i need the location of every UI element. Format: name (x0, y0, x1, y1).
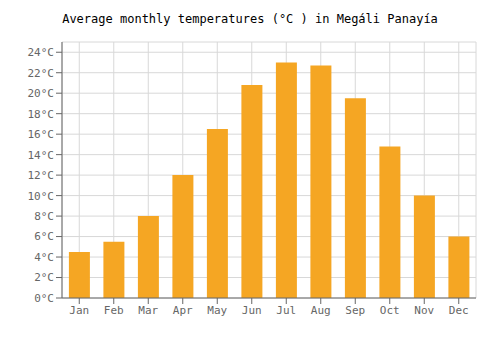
svg-text:20°C: 20°C (28, 87, 55, 100)
svg-text:2°C: 2°C (34, 271, 54, 284)
svg-text:Mar: Mar (138, 304, 158, 317)
svg-text:12°C: 12°C (28, 169, 55, 182)
svg-text:16°C: 16°C (28, 128, 55, 141)
svg-text:6°C: 6°C (34, 230, 54, 243)
svg-text:Jun: Jun (242, 304, 262, 317)
svg-text:Jul: Jul (276, 304, 296, 317)
svg-text:Oct: Oct (380, 304, 400, 317)
svg-text:18°C: 18°C (28, 108, 55, 121)
svg-text:10°C: 10°C (28, 190, 55, 203)
svg-text:Sep: Sep (345, 304, 365, 317)
svg-text:May: May (207, 304, 227, 317)
svg-text:0°C: 0°C (34, 292, 54, 305)
svg-text:Nov: Nov (414, 304, 434, 317)
svg-text:14°C: 14°C (28, 149, 55, 162)
svg-text:Aug: Aug (311, 304, 331, 317)
svg-text:Jan: Jan (69, 304, 89, 317)
svg-text:Dec: Dec (449, 304, 469, 317)
svg-text:8°C: 8°C (34, 210, 54, 223)
svg-text:Apr: Apr (173, 304, 193, 317)
svg-text:22°C: 22°C (28, 67, 55, 80)
html-text:Average monthly temperatures (: Average monthly temperatures (°C ) in Me… (62, 12, 438, 26)
svg-text:Feb: Feb (104, 304, 124, 317)
svg-text:24°C: 24°C (28, 46, 55, 59)
svg-text:4°C: 4°C (34, 251, 54, 264)
